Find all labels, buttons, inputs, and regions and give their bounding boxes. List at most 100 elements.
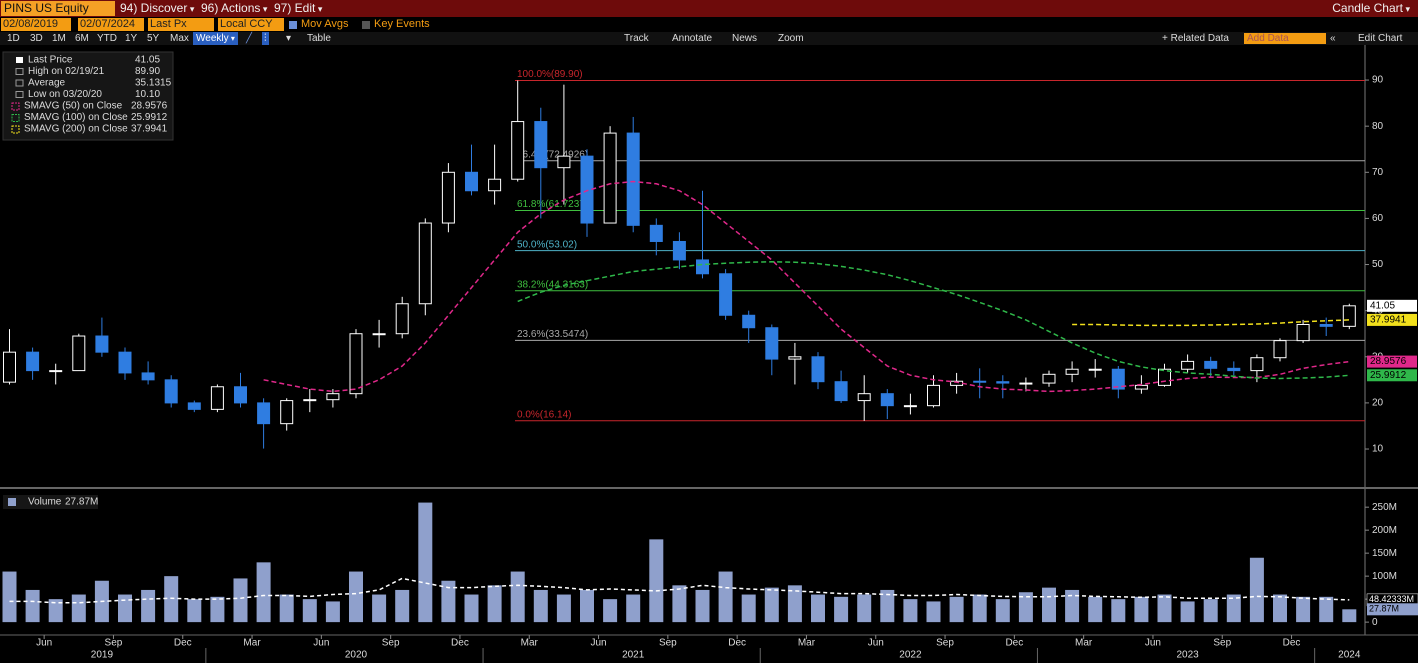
candle-body xyxy=(3,351,16,383)
legend-label: Average xyxy=(28,78,66,89)
key-events-checkbox[interactable] xyxy=(362,21,370,29)
period-button[interactable]: 1M xyxy=(52,33,66,44)
frequency-select[interactable]: Weekly xyxy=(193,32,238,45)
x-tick-label: Dec xyxy=(451,638,469,649)
key-events-label[interactable]: Key Events xyxy=(374,18,430,30)
period-button[interactable]: YTD xyxy=(97,33,117,44)
volume-bar xyxy=(164,576,179,623)
fib-label: 23.6%(33.5474) xyxy=(517,329,588,340)
legend-swatch xyxy=(15,79,24,87)
period-button[interactable]: 6M xyxy=(75,33,89,44)
menu-discover[interactable]: 94) Discover xyxy=(120,1,194,17)
x-tick-label: Sep xyxy=(936,638,954,649)
start-date[interactable]: 02/08/2019 xyxy=(1,18,71,31)
legend-label: Last Price xyxy=(28,55,73,66)
volume-bar xyxy=(880,589,895,623)
fib-label: 61.8%(61.7237) xyxy=(517,199,588,210)
volume-label-box xyxy=(1366,593,1418,607)
period-button[interactable]: Max xyxy=(170,33,189,44)
line-icon[interactable]: ╱ xyxy=(246,33,253,44)
y-tick-label: 200M xyxy=(1372,525,1397,536)
volume-bar xyxy=(94,580,109,623)
legend: Last Price 41.05 High on 02/19/21 89.90 Aver… xyxy=(2,51,174,141)
candle-body xyxy=(326,393,340,401)
candle-body xyxy=(372,333,386,336)
period-button[interactable]: 1Y xyxy=(125,33,138,44)
y-tick-label: 10 xyxy=(1372,444,1384,455)
volume-bar xyxy=(71,594,86,623)
related-data[interactable]: + Related Data xyxy=(1162,33,1229,44)
candle-body xyxy=(49,370,63,373)
moving-average-label-box xyxy=(1367,355,1417,368)
volume-bar xyxy=(302,599,317,623)
annotate-tool[interactable]: Annotate xyxy=(672,33,713,44)
volume-bar xyxy=(787,585,802,623)
fib-label: 76.4%(72.4926) xyxy=(517,149,588,160)
fib-label: 38.2%(44.3163) xyxy=(517,279,588,290)
end-date[interactable]: 02/07/2024 xyxy=(78,18,144,31)
candle-body xyxy=(1250,357,1264,372)
volume-bar xyxy=(210,596,225,623)
candle-body xyxy=(1158,368,1171,386)
edit-chart[interactable]: Edit Chart xyxy=(1358,33,1403,44)
field-select[interactable]: Last Px xyxy=(148,18,214,31)
bar-icon[interactable]: ⫶ xyxy=(262,32,269,45)
menu-actions[interactable]: 96) Actions xyxy=(201,1,267,17)
volume-legend-value: 27.87M xyxy=(65,497,98,508)
candle-body xyxy=(742,314,756,329)
moving-average-label-box xyxy=(1367,369,1417,382)
y-tick-label: 0 xyxy=(1372,617,1378,628)
moving-average-line xyxy=(1072,319,1350,327)
y-tick-label: 50 xyxy=(1372,259,1384,270)
ticker-field[interactable]: PINS US Equity xyxy=(1,1,115,16)
candle-body xyxy=(534,121,548,169)
year-label: 2021 xyxy=(622,650,645,661)
table-button[interactable]: Table xyxy=(307,33,331,44)
volume-bar xyxy=(764,587,779,623)
mov-avgs-label[interactable]: Mov Avgs xyxy=(301,18,349,30)
moving-average-label-box xyxy=(1367,313,1417,326)
mov-avgs-checkbox[interactable] xyxy=(289,21,297,29)
y-tick-label: 80 xyxy=(1372,121,1384,132)
volume-bar xyxy=(949,596,964,623)
candle-body xyxy=(1088,368,1102,371)
volume-bar xyxy=(1273,594,1287,623)
volume-bar xyxy=(672,585,687,623)
candle-body xyxy=(280,400,294,425)
volume-bar xyxy=(1180,601,1195,623)
y-tick-label: 20 xyxy=(1372,398,1384,409)
settings-bar: 02/08/2019 02/07/2024 Last Px Local CCY … xyxy=(0,17,1418,32)
add-data-field[interactable]: Add Data xyxy=(1244,33,1326,44)
candle-body xyxy=(257,402,271,425)
volume-bar xyxy=(325,601,340,623)
moving-average-line xyxy=(517,261,1350,380)
legend-value: 35.1315 xyxy=(135,78,172,89)
y-tick-label: 60 xyxy=(1372,213,1384,224)
zoom-tool[interactable]: Zoom xyxy=(778,33,804,44)
track-tool[interactable]: Track xyxy=(624,33,649,44)
x-tick-label: Mar xyxy=(521,638,539,649)
period-button[interactable]: 3D xyxy=(30,33,43,44)
fib-label: 0.0%(16.14) xyxy=(517,409,571,420)
candle-body xyxy=(973,380,987,383)
candle-body xyxy=(811,356,825,383)
x-tick-label: Dec xyxy=(728,638,746,649)
y-tick-label: 250M xyxy=(1372,502,1397,513)
collapse-icon[interactable]: « xyxy=(1330,33,1336,44)
legend-label: SMAVG (200) on Close xyxy=(24,124,128,135)
moving-average-label: 25.9912 xyxy=(1370,370,1407,381)
volume-bar xyxy=(1342,609,1357,623)
candle-body xyxy=(788,356,802,360)
period-button[interactable]: 1D xyxy=(7,33,20,44)
menu-edit[interactable]: 97) Edit xyxy=(274,1,322,17)
volume-bar xyxy=(626,594,641,623)
period-button[interactable]: 5Y xyxy=(147,33,160,44)
currency-select[interactable]: Local CCY xyxy=(218,18,284,31)
fib-label: 50.0%(53.02) xyxy=(517,239,577,250)
candle-body xyxy=(1111,368,1125,390)
last-price-label: 41.05 xyxy=(1370,300,1395,311)
candle-body xyxy=(1296,323,1310,342)
more-icon[interactable]: ▾ xyxy=(286,33,292,44)
news-tool[interactable]: News xyxy=(732,33,758,44)
candle-body xyxy=(834,381,848,402)
